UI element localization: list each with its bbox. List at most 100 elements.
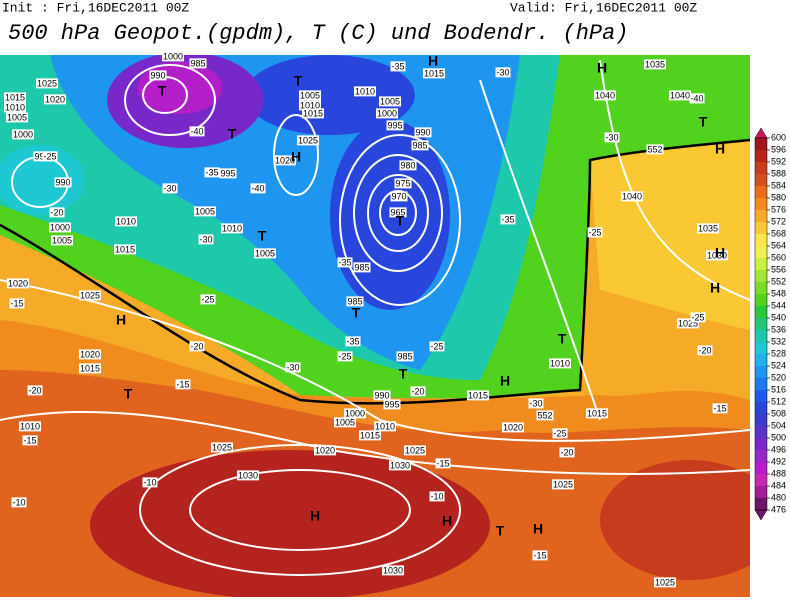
temperature-label-box	[690, 312, 706, 323]
temperature-label: -30	[163, 183, 176, 193]
isobar-label: 1010	[222, 223, 242, 233]
isobar-label: 1025	[298, 135, 318, 145]
temperature-label: -15	[10, 298, 23, 308]
colorbar-label: 592	[771, 156, 786, 166]
temperature-label: -15	[436, 458, 449, 468]
colorbar-label: 504	[771, 420, 786, 430]
colorbar-band	[755, 402, 767, 414]
temperature-label-box	[204, 167, 220, 178]
pressure-system: H	[597, 60, 607, 76]
colorbar-label: 556	[771, 264, 786, 274]
colorbar-band	[755, 366, 767, 378]
isobar-label: 1035	[698, 223, 718, 233]
colorbar-band	[755, 162, 767, 174]
isobar-label: 1015	[360, 430, 380, 440]
temperature-label-box	[162, 183, 178, 194]
colorbar-label: 524	[771, 360, 786, 370]
temperature-label-box	[604, 132, 620, 143]
colorbar-label: 480	[771, 492, 786, 502]
isobar-label: 1000	[377, 108, 397, 118]
colorbar-label: 536	[771, 324, 786, 334]
temperature-label-box	[189, 341, 205, 352]
colorbar-band	[755, 174, 767, 186]
isobar-label-box	[3, 92, 27, 103]
isobar-label: 1015	[115, 244, 135, 254]
isobar-label: 1010	[5, 102, 25, 112]
temperature-label: -10	[143, 477, 156, 487]
isobar-label-box	[273, 155, 297, 166]
isobar-label: 985	[354, 262, 369, 272]
isobar-label: 1010	[550, 358, 570, 368]
isobar-label-box	[411, 140, 429, 151]
isobar-label-box	[301, 108, 325, 119]
isobar-label: 1030	[390, 460, 410, 470]
temperature-label: -35	[205, 167, 218, 177]
init-time: Init : Fri,16DEC2011 00Z	[2, 0, 189, 15]
isobar-label: 995	[220, 168, 235, 178]
temperature-label-box	[429, 491, 445, 502]
temperature-label-box	[528, 398, 544, 409]
colorbar-label: 552	[771, 276, 786, 286]
isobar-label-box	[705, 250, 729, 261]
pressure-system: T	[399, 366, 408, 382]
temperature-label-box	[429, 341, 445, 352]
isobar-label: 985	[397, 351, 412, 361]
pressure-system: H	[715, 245, 725, 261]
isobar-label-box	[381, 565, 405, 576]
isobar-label: 1010	[300, 100, 320, 110]
colorbar-band	[755, 462, 767, 474]
pressure-system: H	[710, 280, 720, 296]
colorbar-label: 568	[771, 228, 786, 238]
pressure-system: H	[442, 513, 452, 529]
isobar-label: 1000	[345, 408, 365, 418]
isobar-label: 1025	[37, 78, 57, 88]
isobar-label: 1030	[383, 565, 403, 575]
isobar-label: 985	[412, 140, 427, 150]
temperature-label: -25	[430, 341, 443, 351]
colorbar-label: 580	[771, 192, 786, 202]
isobar-label-box	[43, 94, 67, 105]
pressure-system: H	[715, 141, 725, 157]
colorbar-band	[755, 294, 767, 306]
temperature-label-box	[250, 183, 266, 194]
colorbar-label: 516	[771, 384, 786, 394]
temperature-label: -30	[529, 398, 542, 408]
temperature-label: -10	[12, 497, 25, 507]
isobar-label-box	[358, 430, 382, 441]
isobar-label: 1000	[50, 222, 70, 232]
isobar-label: 990	[374, 390, 389, 400]
isobar-label: 1020	[503, 422, 523, 432]
isobar-label: 1020	[275, 155, 295, 165]
isobar-label-box	[5, 112, 29, 123]
temperature-label: -25	[553, 428, 566, 438]
colorbar-cap	[754, 127, 768, 139]
temperature-label: -15	[533, 550, 546, 560]
colorbar: 600 596 592 588 584 580 576 572 568 564 560 556 552 5…	[754, 127, 786, 521]
isobar-label: 990	[55, 177, 70, 187]
isobar-label: 1025	[553, 479, 573, 489]
isobar-label-box	[113, 244, 137, 255]
temperature-label: -20	[50, 207, 63, 217]
isobar-label-box	[390, 191, 408, 202]
isobar-label-box	[585, 408, 609, 419]
pressure-system: T	[352, 305, 361, 321]
isobar-label-box	[219, 168, 237, 179]
isobar-label: 985	[190, 58, 205, 68]
colorbar-label: 564	[771, 240, 786, 250]
temperature-label-box	[495, 67, 511, 78]
isobar-label-box	[35, 78, 59, 89]
isobar-label-box	[414, 127, 432, 138]
temperature-label: -25	[691, 312, 704, 322]
isobar-label: 1040	[670, 90, 690, 100]
isobar-label: 1010	[355, 86, 375, 96]
colorbar-cap	[754, 509, 768, 521]
colorbar-label: 488	[771, 468, 786, 478]
colorbar-band	[755, 222, 767, 234]
isobar-label-box	[353, 86, 377, 97]
temperature-label: -20	[411, 386, 424, 396]
isobar-label: 1005	[195, 206, 215, 216]
isobar-label: 1025	[212, 442, 232, 452]
isobar-label: 1015	[587, 408, 607, 418]
colorbar-label: 572	[771, 216, 786, 226]
temperature-label-box	[337, 351, 353, 362]
